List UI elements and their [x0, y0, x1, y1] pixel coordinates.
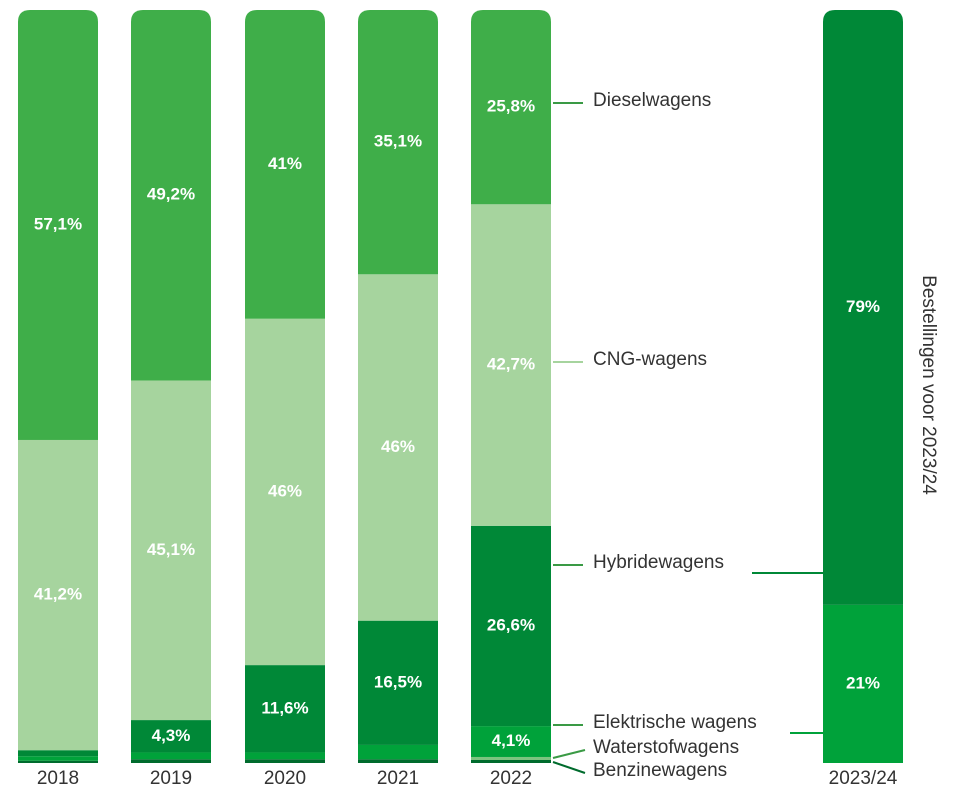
- x-tick-label: 2021: [377, 768, 419, 789]
- bar-segment: [18, 439, 98, 751]
- value-label: 79%: [846, 297, 880, 316]
- value-label: 25,8%: [487, 97, 535, 116]
- bar-segment: [18, 10, 98, 440]
- bar-group: [823, 10, 903, 763]
- value-label: 16,5%: [374, 672, 422, 691]
- bar-group: [245, 10, 325, 763]
- bar-segment: [823, 604, 903, 763]
- value-label: 46%: [381, 437, 415, 456]
- bar-segment: [131, 380, 211, 721]
- x-tick-label: 2022: [490, 768, 532, 789]
- bar-segment: [358, 620, 438, 745]
- bar-segment: [358, 759, 438, 763]
- side-label: Bestellingen voor 2023/24: [918, 275, 939, 495]
- bar-segment: [245, 759, 325, 763]
- bar-segment: [471, 525, 551, 727]
- value-label: 57,1%: [34, 214, 82, 233]
- legend-label: Elektrische wagens: [593, 712, 757, 733]
- bar-segment: [131, 10, 211, 381]
- bar-segment: [18, 760, 98, 763]
- bar-segment: [471, 726, 551, 757]
- x-tick-label: 2020: [264, 768, 306, 789]
- value-label: 41,2%: [34, 585, 82, 604]
- bar-segment: [471, 759, 551, 763]
- x-tick-label: 2019: [150, 768, 192, 789]
- value-label: 45,1%: [147, 540, 195, 559]
- bar-segment: [131, 720, 211, 753]
- bar-segment: [358, 10, 438, 275]
- bar-segment: [131, 759, 211, 763]
- bar-group: [358, 10, 438, 763]
- bar-group: [18, 10, 98, 763]
- value-label: 26,6%: [487, 615, 535, 634]
- value-label: 41%: [268, 154, 302, 173]
- bar-segment: [471, 756, 551, 760]
- value-label: 46%: [268, 481, 302, 500]
- bar-segment: [471, 10, 551, 205]
- bar-segment: [358, 744, 438, 760]
- legend-label: CNG-wagens: [593, 349, 707, 370]
- bar-group: [131, 10, 211, 763]
- value-label: 21%: [846, 673, 880, 692]
- bar-group: [471, 10, 551, 763]
- bar-segment: [245, 10, 325, 319]
- legend-label: Benzinewagens: [593, 760, 727, 781]
- bar-segment: [358, 274, 438, 621]
- value-label: 4,3%: [152, 726, 191, 745]
- legend-label: Dieselwagens: [593, 90, 711, 111]
- value-label: 35,1%: [374, 132, 422, 151]
- bar-segment: [18, 756, 98, 761]
- bar-segment: [245, 665, 325, 753]
- bar-segment: [131, 752, 211, 760]
- bar-segment: [245, 318, 325, 666]
- legend-label: Waterstofwagens: [593, 737, 739, 758]
- x-tick-label: 2018: [37, 768, 79, 789]
- value-label: 11,6%: [261, 698, 308, 717]
- bar-segment: [471, 204, 551, 526]
- value-label: 4,1%: [492, 731, 531, 750]
- legend-label: Hybridewagens: [593, 552, 724, 573]
- legend-leader: [552, 749, 586, 759]
- value-label: 42,7%: [487, 355, 535, 374]
- x-tick-label: 2023/24: [829, 768, 898, 789]
- bar-segment: [823, 10, 903, 605]
- value-label: 49,2%: [147, 185, 195, 204]
- bar-segment: [18, 750, 98, 757]
- legend-leader: [552, 761, 586, 774]
- bar-segment: [245, 752, 325, 760]
